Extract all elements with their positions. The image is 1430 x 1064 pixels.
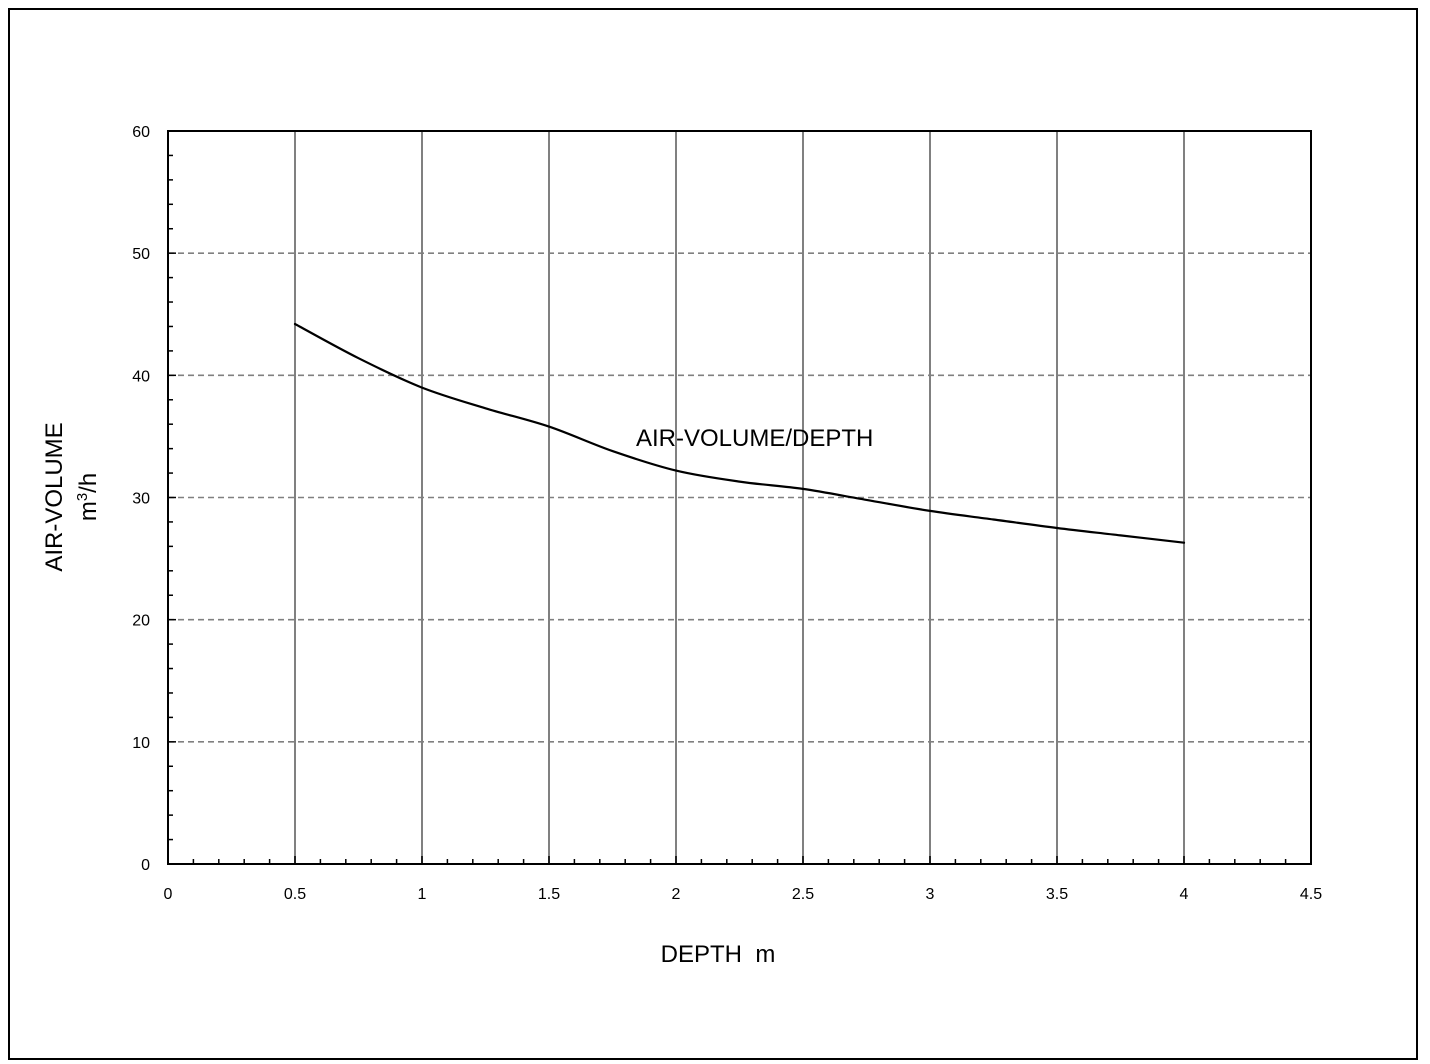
y-axis-unit: m3/h — [74, 473, 102, 521]
x-tick-label: 4.5 — [1300, 886, 1322, 903]
curve-annotation: AIR-VOLUME/DEPTH — [636, 425, 873, 452]
y-unit-superscript: 3 — [74, 493, 91, 501]
x-tick-label: 2.5 — [792, 886, 814, 903]
x-tick-label: 0.5 — [284, 886, 306, 903]
y-tick-label: 60 — [132, 124, 150, 141]
chart-frame — [8, 8, 1418, 1060]
x-tick-label: 1 — [418, 886, 427, 903]
tick-labels: 0 0.5 1 1.5 2 2.5 3 3.5 4 4.5 0 10 20 30 40 50 60 — [132, 124, 1322, 903]
y-tick-label: 50 — [132, 246, 150, 263]
x-tick-label: 4 — [1180, 886, 1189, 903]
plot-area-border — [167, 130, 1312, 865]
air-volume-line — [293, 322, 1186, 544]
y-tick-label: 10 — [132, 735, 150, 752]
x-axis-title: DEPTH m — [661, 941, 776, 968]
y-unit-rest: /h — [75, 473, 102, 493]
y-tick-label: 0 — [141, 857, 150, 874]
y-tick-label: 20 — [132, 613, 150, 630]
x-tick-label: 1.5 — [538, 886, 560, 903]
x-tick-label: 3 — [926, 886, 935, 903]
y-tick-label: 30 — [132, 491, 150, 508]
y-unit-base: m — [75, 501, 102, 521]
x-tick-label: 3.5 — [1046, 886, 1068, 903]
y-axis-title: AIR-VOLUME — [41, 422, 68, 571]
x-tick-label: 0 — [164, 886, 173, 903]
grid — [168, 131, 1311, 864]
y-tick-label: 40 — [132, 368, 150, 385]
x-tick-label: 2 — [672, 886, 681, 903]
